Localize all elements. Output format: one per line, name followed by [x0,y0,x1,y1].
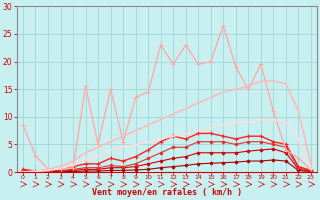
X-axis label: Vent moyen/en rafales ( km/h ): Vent moyen/en rafales ( km/h ) [92,188,242,197]
